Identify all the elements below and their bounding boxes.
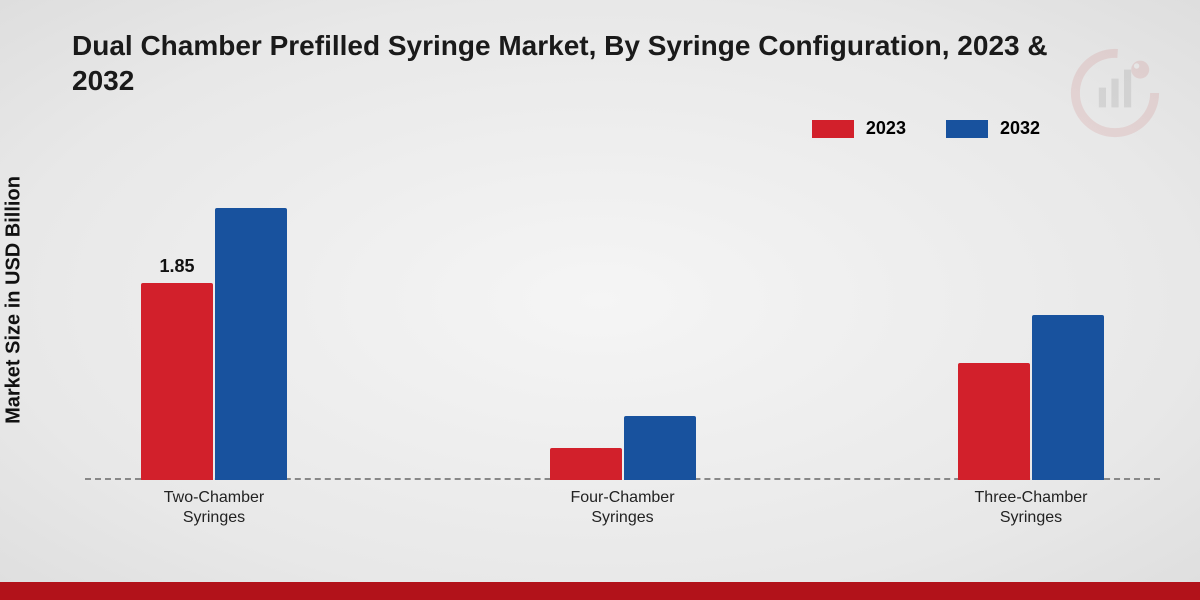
chart-plot-area: 1.85Two-Chamber SyringesFour-Chamber Syr…	[85, 160, 1160, 480]
legend-label-2032: 2032	[1000, 118, 1040, 139]
category-label: Four-Chamber Syringes	[570, 488, 674, 528]
legend-swatch-2023	[812, 120, 854, 138]
bar-2023	[958, 363, 1030, 480]
y-axis-label: Market Size in USD Billion	[3, 176, 26, 424]
legend-item-2032: 2032	[946, 118, 1040, 139]
category-label: Two-Chamber Syringes	[164, 488, 264, 528]
bar-2032	[215, 208, 287, 480]
bar-2032	[624, 416, 696, 480]
chart-title: Dual Chamber Prefilled Syringe Market, B…	[72, 28, 1060, 98]
legend-item-2023: 2023	[812, 118, 906, 139]
bar-2032	[1032, 315, 1104, 480]
bar-2023	[141, 283, 213, 480]
watermark-logo	[1070, 48, 1160, 138]
legend-label-2023: 2023	[866, 118, 906, 139]
legend-swatch-2032	[946, 120, 988, 138]
category-label: Three-Chamber Syringes	[975, 488, 1088, 528]
bar-value-label: 1.85	[159, 256, 194, 277]
footer-accent-bar	[0, 582, 1200, 600]
legend: 2023 2032	[812, 118, 1040, 139]
bar-2023	[550, 448, 622, 480]
